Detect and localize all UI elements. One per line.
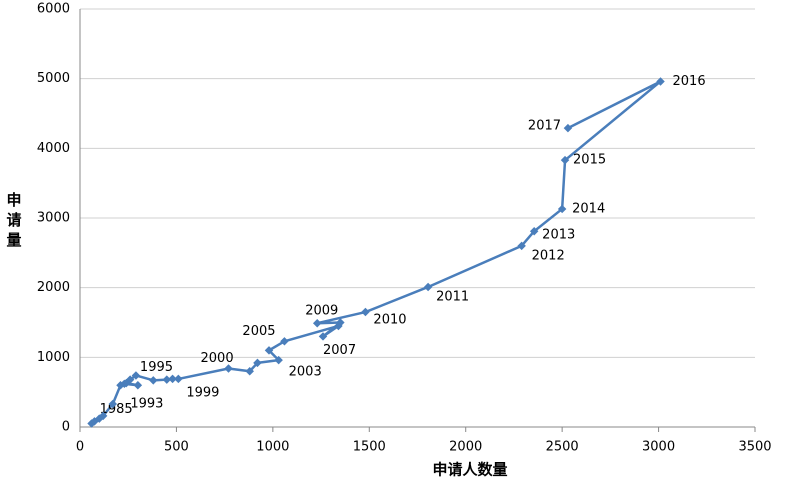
point-label: 1993 [130, 396, 163, 411]
data-point [312, 318, 322, 328]
data-point [274, 355, 283, 365]
x-tick-label: 2000 [449, 440, 482, 455]
data-point [423, 282, 433, 292]
x-tick-label: 0 [76, 440, 84, 455]
point-label: 2000 [201, 351, 234, 366]
point-label: 2017 [528, 119, 561, 134]
data-point [280, 337, 289, 346]
y-tick-label: 0 [62, 420, 70, 435]
data-point [336, 318, 345, 327]
point-label: 2009 [305, 304, 338, 319]
x-tick-label: 2500 [546, 440, 579, 455]
point-label: 1999 [186, 385, 219, 400]
data-point [361, 307, 370, 317]
data-point [131, 371, 141, 380]
x-tick-label: 3000 [642, 440, 675, 455]
point-label: 2013 [542, 228, 575, 243]
y-tick-label: 5000 [37, 71, 70, 86]
point-label: 2003 [289, 365, 322, 380]
data-point [120, 379, 129, 389]
point-label: 1985 [100, 402, 133, 417]
point-label: 2016 [673, 74, 706, 89]
point-label: 2014 [572, 201, 605, 216]
data-point [264, 346, 274, 355]
y-tick-label: 3000 [37, 211, 70, 226]
data-point [253, 358, 262, 368]
y-tick-label: 1000 [37, 350, 70, 365]
data-line [90, 80, 662, 425]
x-tick-label: 1500 [353, 440, 386, 455]
x-tick-label: 1000 [256, 440, 289, 455]
point-label: 2012 [532, 248, 565, 263]
point-label: 2011 [436, 289, 469, 304]
point-label: 2015 [573, 153, 606, 168]
point-label: 2005 [242, 324, 275, 339]
point-label: 1995 [140, 360, 173, 375]
data-point [563, 123, 573, 133]
x-tick-label: 500 [164, 440, 189, 455]
data-point [318, 332, 328, 341]
y-tick-label: 6000 [37, 2, 70, 17]
point-label: 2007 [323, 343, 356, 358]
data-point [149, 376, 158, 385]
y-tick-label: 2000 [37, 280, 70, 295]
data-point [168, 374, 177, 384]
y-axis-title: 申请量 [6, 191, 21, 249]
data-point [174, 374, 183, 384]
data-point [108, 399, 118, 409]
data-point [224, 364, 233, 373]
point-label: 2010 [373, 313, 406, 328]
y-tick-label: 4000 [37, 141, 70, 156]
data-point [245, 367, 254, 376]
x-tick-label: 3500 [738, 440, 771, 455]
data-point [98, 411, 108, 421]
x-axis-title: 申请人数量 [432, 461, 507, 479]
data-point [162, 375, 172, 384]
data-point [133, 380, 143, 390]
